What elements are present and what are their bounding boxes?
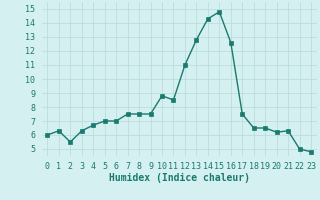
X-axis label: Humidex (Indice chaleur): Humidex (Indice chaleur) <box>109 173 250 183</box>
